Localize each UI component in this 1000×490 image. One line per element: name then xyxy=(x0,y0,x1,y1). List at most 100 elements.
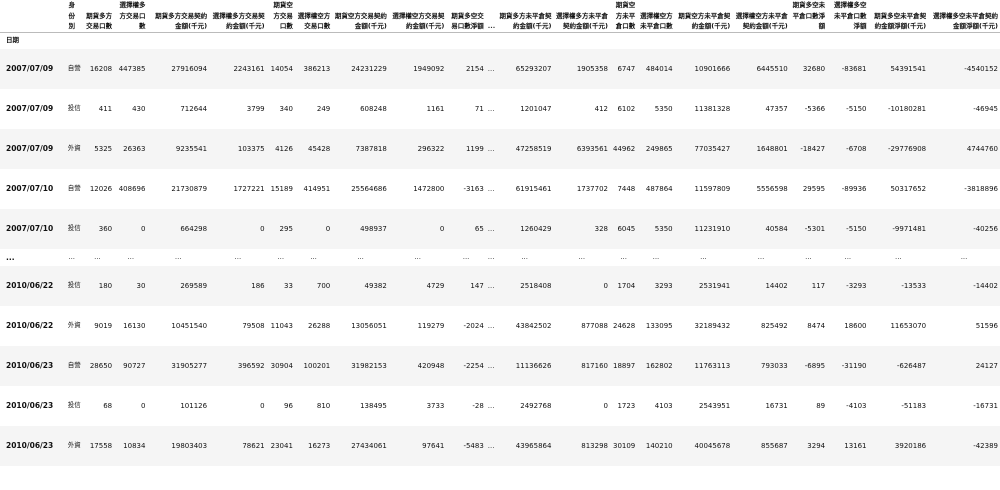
category-label: 自營商 xyxy=(67,64,81,73)
value-cell: 825492 xyxy=(761,321,788,330)
ellipsis-cell: ... xyxy=(487,64,495,73)
column-header: 期貨多空交易口數淨額 xyxy=(446,0,486,33)
value-cell: 50317652 xyxy=(890,184,927,193)
value-cell: 408696 xyxy=(118,184,146,193)
value-cell: 3294 xyxy=(807,441,826,450)
row-index-date: 2007/07/10 xyxy=(6,184,54,193)
value-cell: 17558 xyxy=(89,441,113,450)
value-cell: 664298 xyxy=(180,224,208,233)
index-header-filler xyxy=(827,32,868,49)
value-cell: 6393561 xyxy=(576,144,608,153)
value-cell: 90727 xyxy=(123,361,146,370)
value-cell: 11653070 xyxy=(890,321,927,330)
value-cell: 68 xyxy=(103,401,113,410)
value-cell: 487864 xyxy=(645,184,673,193)
column-header: 期貨多方交易口數 xyxy=(80,0,115,33)
value-cell: 16208 xyxy=(89,64,113,73)
value-cell: 0 xyxy=(439,224,445,233)
value-cell: 1949092 xyxy=(413,64,445,73)
column-header: 選擇權多方交易契約金額(千元) xyxy=(209,0,267,33)
column-header: 期貨空方未平倉契約金額(千元) xyxy=(674,0,733,33)
value-cell: 412 xyxy=(594,104,608,113)
ellipsis-cell: ... xyxy=(487,361,495,370)
value-cell: 396592 xyxy=(237,361,265,370)
ellipsis-cell: ... xyxy=(487,184,495,193)
value-cell: 328 xyxy=(594,224,608,233)
ellipsis-cell: ... xyxy=(414,253,421,261)
ellipsis-row: ........................................… xyxy=(0,249,1000,266)
value-cell: 30109 xyxy=(612,441,636,450)
ellipsis-cell: ... xyxy=(487,441,495,450)
category-cell: 自營商 xyxy=(63,346,81,386)
value-cell: 33 xyxy=(283,281,293,290)
index-header-filler xyxy=(928,32,1000,49)
value-cell: -18427 xyxy=(800,144,826,153)
value-cell: -42389 xyxy=(973,441,998,450)
value-cell: -3163 xyxy=(463,184,484,193)
value-cell: 0 xyxy=(603,281,608,290)
value-cell: -9971481 xyxy=(892,224,927,233)
value-cell: -5366 xyxy=(804,104,826,113)
value-cell: 0 xyxy=(140,224,146,233)
category-label: 投信 xyxy=(67,281,81,290)
column-header: 選擇權多方未平倉契約金額(千元) xyxy=(553,0,610,33)
value-cell: 3920186 xyxy=(894,441,927,450)
value-cell: 6102 xyxy=(617,104,636,113)
ellipsis-cell: ... xyxy=(894,253,902,261)
value-cell: 117 xyxy=(811,281,826,290)
value-cell: 8474 xyxy=(807,321,826,330)
value-cell: 249865 xyxy=(645,144,673,153)
value-cell: 414951 xyxy=(303,184,331,193)
index-header-filler xyxy=(675,32,733,49)
value-cell: 26288 xyxy=(307,321,331,330)
value-cell: 12026 xyxy=(89,184,113,193)
value-cell: 30 xyxy=(136,281,146,290)
value-cell: 180 xyxy=(98,281,113,290)
value-cell: 18600 xyxy=(844,321,867,330)
value-cell: -6895 xyxy=(804,361,826,370)
category-cell: 投信 xyxy=(63,209,81,249)
value-cell: 31982153 xyxy=(351,361,387,370)
ellipsis-cell: ... xyxy=(462,253,470,261)
value-cell: 9019 xyxy=(94,321,113,330)
value-cell: 15189 xyxy=(270,184,293,193)
category-label: 自營商 xyxy=(67,361,81,370)
value-cell: 71 xyxy=(474,104,484,113)
value-cell: 0 xyxy=(260,401,265,410)
value-cell: 0 xyxy=(325,224,331,233)
value-cell: 24628 xyxy=(612,321,636,330)
value-cell: 28650 xyxy=(89,361,113,370)
value-cell: -10180281 xyxy=(887,104,927,113)
ellipsis-cell: ... xyxy=(652,253,660,261)
value-cell: 78621 xyxy=(242,441,265,450)
table-body: 2007/07/09 自營商 16208 447385 27916094 2243161 1… xyxy=(0,48,1000,466)
value-cell: 40584 xyxy=(765,224,788,233)
value-cell: 3733 xyxy=(426,401,445,410)
index-header-filler xyxy=(637,32,674,49)
index-header-filler xyxy=(869,32,929,49)
value-cell: 1737702 xyxy=(576,184,608,193)
index-header-filler xyxy=(332,32,389,49)
corner-header-cell xyxy=(0,0,63,33)
value-cell: 32680 xyxy=(802,64,826,73)
column-header: 期貨空方交易契約金額(千元) xyxy=(332,0,389,33)
value-cell: 1161 xyxy=(426,104,445,113)
value-cell: 6747 xyxy=(617,64,636,73)
value-cell: 3293 xyxy=(654,281,673,290)
category-cell: 投信 xyxy=(63,386,81,426)
value-cell: 27916094 xyxy=(171,64,208,73)
value-cell: 3799 xyxy=(246,104,265,113)
value-cell: 47258519 xyxy=(515,144,552,153)
table-row: 2007/07/10 投信 360 0 664298 0 295 0 498937 0 65... 1… xyxy=(0,208,1000,249)
value-cell: 1199 xyxy=(465,144,484,153)
value-cell: 386213 xyxy=(303,64,331,73)
value-cell: 484014 xyxy=(645,64,673,73)
category-label: 投信 xyxy=(67,224,81,233)
row-index-date: 2007/07/09 xyxy=(6,144,54,153)
value-cell: 29595 xyxy=(802,184,826,193)
value-cell: 2243161 xyxy=(233,64,265,73)
ellipsis-cell: ... xyxy=(757,253,765,261)
category-label: 自營商 xyxy=(67,184,81,193)
index-header-filler xyxy=(389,32,447,49)
index-header-row: 日期 xyxy=(0,32,1000,49)
